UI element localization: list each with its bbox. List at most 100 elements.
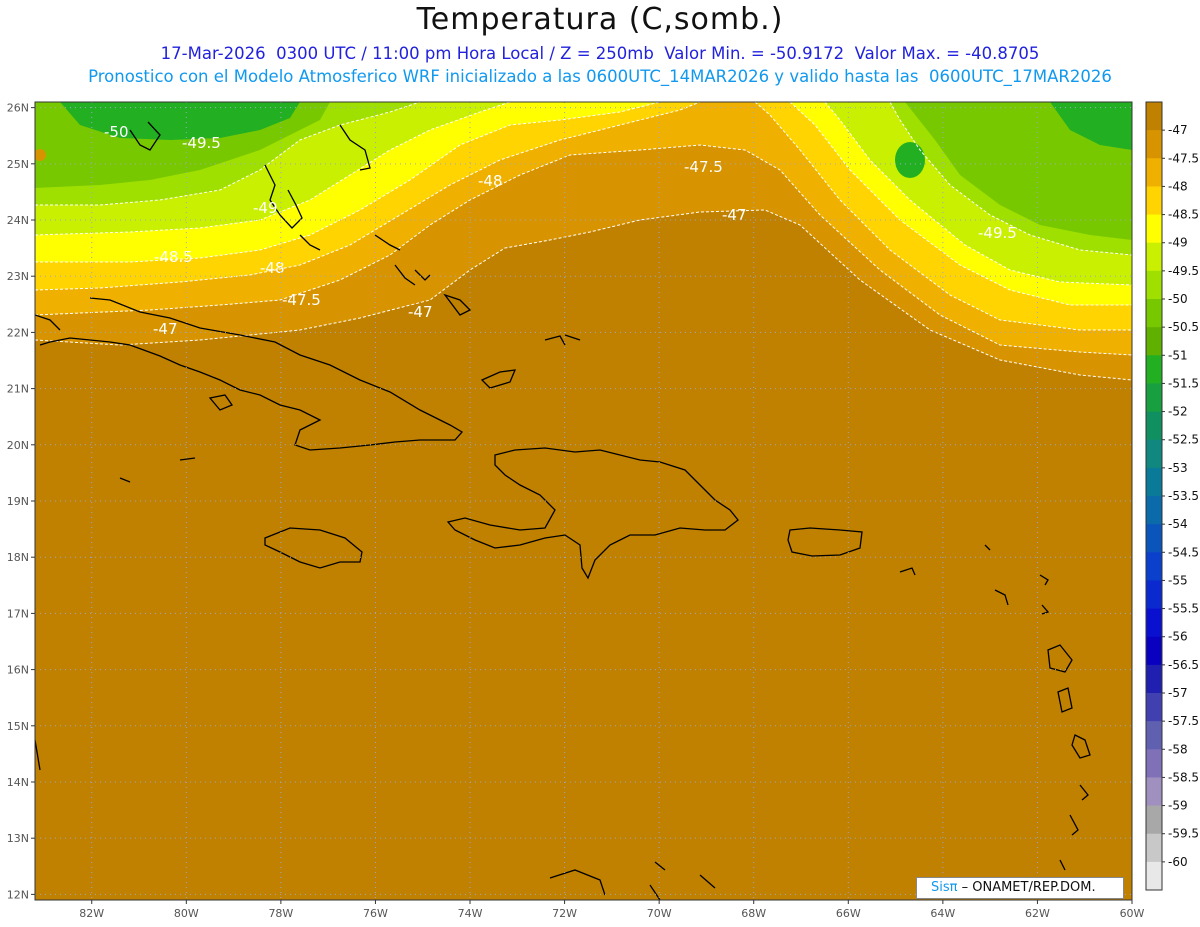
colorbar-label: -49.5 xyxy=(1168,264,1199,278)
lat-tick-label: 13N xyxy=(7,832,29,845)
lat-tick-label: 14N xyxy=(7,776,29,789)
sispi-logo: Sisπ xyxy=(931,880,958,895)
colorbar-swatch xyxy=(1146,411,1162,441)
colorbar-swatch xyxy=(1146,833,1162,863)
lon-tick-label: 64W xyxy=(930,907,955,920)
colorbar-label: -59 xyxy=(1168,799,1188,813)
lon-tick-label: 70W xyxy=(647,907,672,920)
contour-label: -48.5 xyxy=(154,248,193,266)
colorbar-swatch xyxy=(1146,158,1162,187)
colorbar-label: -51 xyxy=(1168,348,1188,362)
colorbar-swatch xyxy=(1146,496,1162,525)
lat-tick-label: 25N xyxy=(7,158,29,171)
lat-tick-label: 22N xyxy=(7,326,29,339)
contour-label: -47 xyxy=(722,206,747,224)
band--51 xyxy=(60,102,300,140)
contour-lines xyxy=(35,102,1132,381)
colorbar-label: -57 xyxy=(1168,686,1188,700)
lat-tick-label: 20N xyxy=(7,439,29,452)
contour-label: -47.5 xyxy=(684,158,723,176)
contour-label: -48 xyxy=(478,172,503,190)
contour-label: -47.5 xyxy=(282,291,321,309)
colorbar-swatch xyxy=(1146,242,1162,272)
warm-spot xyxy=(35,149,46,161)
colorbar-label: -48 xyxy=(1168,179,1188,193)
band--51-east xyxy=(1050,102,1132,150)
colorbar-swatch xyxy=(1146,327,1162,356)
subtitle-valid-time: 17-Mar-2026 0300 UTC / 11:00 pm Hora Loc… xyxy=(160,44,1040,63)
colorbar-label: -53.5 xyxy=(1168,489,1199,503)
lon-tick-label: 76W xyxy=(363,907,388,920)
lat-tick-label: 24N xyxy=(7,214,29,227)
band--50.5-east xyxy=(905,102,1132,240)
lon-tick-label: 80W xyxy=(174,907,199,920)
colorbar-swatch xyxy=(1146,777,1162,807)
contour-label: -47 xyxy=(408,303,433,321)
lon-tick-label: 68W xyxy=(741,907,766,920)
lon-tick-label: 78W xyxy=(268,907,293,920)
colorbar-swatch xyxy=(1146,102,1162,131)
longitude-axis: 82W 80W 78W 76W 74W 72W 70W 68W 66W 64W 62W 60W xyxy=(79,900,1145,920)
band--49.5 xyxy=(35,102,1132,285)
colorbar-swatch xyxy=(1146,467,1162,497)
colorbar-label: -50 xyxy=(1168,292,1188,306)
lat-tick-label: 18N xyxy=(7,551,29,564)
contour-labels: -50 -49.5 -49 -48.5 -48 -47.5 -47 -47.5 … xyxy=(104,123,1017,338)
colorbar-swatch xyxy=(1146,214,1162,244)
lat-tick-label: 19N xyxy=(7,495,29,508)
colorbar-label: -56 xyxy=(1168,630,1188,644)
colorbar-label: -51.5 xyxy=(1168,376,1199,390)
colorbar-label: -57.5 xyxy=(1168,714,1199,728)
hispaniola-coast xyxy=(446,447,739,580)
contour-label: -50 xyxy=(104,123,129,141)
colorbar-label: -47.5 xyxy=(1168,151,1199,165)
colorbar-swatch xyxy=(1146,299,1162,328)
puerto-rico-coast xyxy=(787,527,863,557)
lon-tick-label: 74W xyxy=(458,907,483,920)
colorbar-label: -52.5 xyxy=(1168,433,1199,447)
colorbar-swatch xyxy=(1146,861,1162,891)
colorbar-label: -58.5 xyxy=(1168,770,1199,784)
contour-label: -49.5 xyxy=(978,224,1017,242)
shaded-field: -50 -49.5 -49 -48.5 -48 -47.5 -47 -47.5 … xyxy=(35,102,1132,900)
coastlines xyxy=(35,121,1091,900)
band--51-patch xyxy=(895,142,925,178)
lat-tick-label: 23N xyxy=(7,270,29,283)
lat-tick-label: 26N xyxy=(7,102,29,115)
colorbar-swatch xyxy=(1146,580,1162,610)
lon-tick-label: 66W xyxy=(836,907,861,920)
colorbar-swatch xyxy=(1146,664,1162,694)
lat-tick-label: 21N xyxy=(7,383,29,396)
latitude-axis: 26N 25N 24N 23N 22N 21N 20N 19N 18N 17N 16N 15N 14N 1… xyxy=(7,102,35,901)
colorbar-swatch xyxy=(1146,186,1162,216)
graticule xyxy=(35,102,1132,900)
colorbar-swatch xyxy=(1146,805,1162,835)
colorbar-label: -54 xyxy=(1168,517,1188,531)
isla-juventud xyxy=(208,394,233,411)
colorbar-label: -48.5 xyxy=(1168,208,1199,222)
colorbar-label: -60 xyxy=(1168,855,1188,869)
lat-tick-label: 12N xyxy=(7,888,29,901)
colorbar-label: -59.5 xyxy=(1168,827,1199,841)
lon-tick-label: 60W xyxy=(1120,907,1145,920)
colorbar-swatch xyxy=(1146,524,1162,553)
colorbar-swatch xyxy=(1146,721,1162,750)
colorbar: -47 -47.5 -48 -48.5 -49 -49.5 -50 -50.5 -51 -51.5… xyxy=(1145,101,1199,891)
cuba-coast xyxy=(39,297,464,451)
jamaica-coast xyxy=(264,527,363,569)
colorbar-label: -53 xyxy=(1168,461,1188,475)
contour-label: -49 xyxy=(253,199,278,217)
colorbar-label: -52 xyxy=(1168,405,1188,419)
credit-box: Sisπ – ONAMET/REP.DOM. xyxy=(916,877,1124,899)
colorbar-label: -58 xyxy=(1168,742,1188,756)
contour-label: -48 xyxy=(260,259,285,277)
lon-tick-label: 82W xyxy=(79,907,104,920)
chart-title: Temperatura (C,somb.) xyxy=(416,2,784,37)
colorbar-label: -47 xyxy=(1168,123,1188,137)
colorbar-swatch xyxy=(1146,636,1162,666)
colorbar-label: -49 xyxy=(1168,236,1188,250)
colorbar-swatch xyxy=(1146,693,1162,722)
colorbar-label: -55.5 xyxy=(1168,602,1199,616)
colorbar-swatch xyxy=(1146,383,1162,413)
